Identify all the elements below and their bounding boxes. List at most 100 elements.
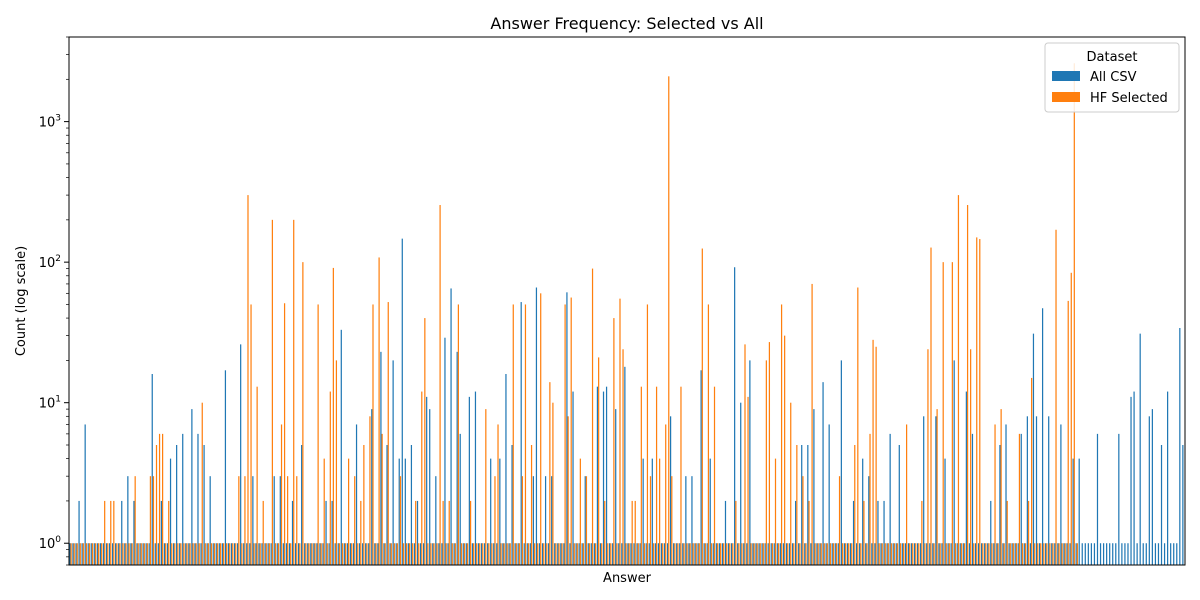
bar-hf-selected [344, 543, 347, 565]
bar-hf-selected [726, 543, 728, 565]
bar-all-csv [920, 543, 922, 565]
bar-all-csv [526, 543, 528, 565]
bar-hf-selected [1058, 543, 1060, 565]
bar-all-csv [313, 543, 315, 565]
bar-all-csv [804, 543, 806, 565]
bar-hf-selected [1043, 543, 1045, 565]
bar-all-csv [718, 543, 720, 565]
bar-all-csv [898, 445, 900, 565]
bar-all-csv [182, 433, 184, 565]
bar-all-csv [264, 543, 266, 565]
bar-all-csv [453, 543, 455, 565]
bar-all-csv [172, 543, 175, 565]
bar-all-csv [697, 543, 699, 565]
bar-all-csv [761, 543, 763, 565]
bar-all-csv [487, 543, 489, 565]
bar-hf-selected [442, 500, 444, 565]
bar-all-csv [514, 543, 516, 565]
bar-all-csv [105, 543, 108, 565]
bar-hf-selected [174, 543, 176, 565]
y-tick-label: 100 [39, 535, 62, 552]
bar-hf-selected [875, 346, 877, 565]
bar-all-csv [237, 543, 239, 565]
bar-all-csv [709, 458, 711, 565]
bar-all-csv [981, 543, 983, 565]
bar-hf-selected [799, 543, 801, 565]
bar-all-csv [325, 500, 327, 565]
bar-hf-selected [747, 396, 749, 565]
bar-all-csv [776, 543, 778, 565]
bar-all-csv [179, 543, 181, 565]
bar-all-csv [493, 543, 495, 565]
bar-all-csv [371, 409, 373, 565]
bar-hf-selected [238, 476, 240, 565]
bar-all-csv [953, 360, 955, 565]
bar-all-csv [227, 543, 230, 565]
bar-hf-selected [494, 476, 496, 565]
bar-all-csv [740, 402, 742, 565]
bar-hf-selected [125, 543, 127, 565]
bar-hf-selected [659, 458, 661, 565]
bar-all-csv [490, 458, 492, 565]
bar-hf-selected [201, 402, 203, 565]
bar-all-csv [883, 500, 885, 565]
bar-all-csv [1011, 543, 1013, 565]
bar-hf-selected [665, 424, 667, 565]
bar-hf-selected [482, 543, 484, 565]
bar-all-csv [541, 543, 544, 565]
bar-hf-selected [668, 76, 670, 565]
bar-all-csv [346, 543, 348, 565]
bar-hf-selected [308, 543, 310, 565]
bar-hf-selected [314, 543, 316, 565]
bar-all-csv [276, 543, 278, 565]
bar-hf-selected [637, 543, 639, 565]
bar-all-csv [267, 543, 269, 565]
bar-all-csv [368, 543, 370, 565]
bar-all-csv [459, 433, 461, 565]
bar-hf-selected [662, 543, 664, 565]
bar-all-csv [1182, 445, 1184, 565]
bar-all-csv [328, 543, 330, 565]
bar-all-csv [194, 543, 196, 565]
bar-all-csv [389, 543, 391, 565]
bar-all-csv [755, 543, 757, 565]
bar-hf-selected [906, 424, 908, 565]
bar-all-csv [1151, 409, 1153, 565]
bar-hf-selected [613, 318, 615, 565]
bar-hf-selected [454, 543, 456, 565]
bar-hf-selected [1015, 543, 1017, 565]
bar-hf-selected [424, 318, 426, 565]
bar-hf-selected [924, 543, 926, 565]
bar-hf-selected [604, 500, 606, 565]
bar-all-csv [511, 445, 513, 565]
legend-swatch-all-csv [1052, 71, 1080, 81]
bar-hf-selected [872, 339, 874, 565]
bar-all-csv [398, 458, 400, 565]
bar-hf-selected [302, 262, 304, 565]
bar-all-csv [596, 386, 599, 565]
bar-all-csv [706, 543, 708, 565]
bar-hf-selected [707, 304, 710, 565]
bar-all-csv [349, 543, 352, 565]
bar-all-csv [712, 543, 714, 565]
bar-all-csv [136, 543, 138, 565]
bar-all-csv [1109, 543, 1111, 565]
bar-hf-selected [948, 543, 950, 565]
bar-all-csv [974, 543, 977, 565]
bar-all-csv [572, 391, 574, 565]
bar-all-csv [566, 292, 568, 565]
bar-all-csv [508, 543, 510, 565]
bar-all-csv [75, 543, 77, 565]
bar-hf-selected [912, 543, 914, 565]
bar-all-csv [483, 543, 486, 565]
bar-all-csv [557, 543, 559, 565]
bar-all-csv [297, 543, 300, 565]
bar-hf-selected [222, 543, 225, 565]
bar-all-csv [916, 543, 919, 565]
bar-hf-selected [631, 500, 633, 565]
bar-all-csv [795, 500, 797, 565]
bar-all-csv [1127, 543, 1129, 565]
bar-all-csv [200, 543, 202, 565]
bar-all-csv [203, 445, 205, 565]
bar-all-csv [1051, 543, 1053, 565]
